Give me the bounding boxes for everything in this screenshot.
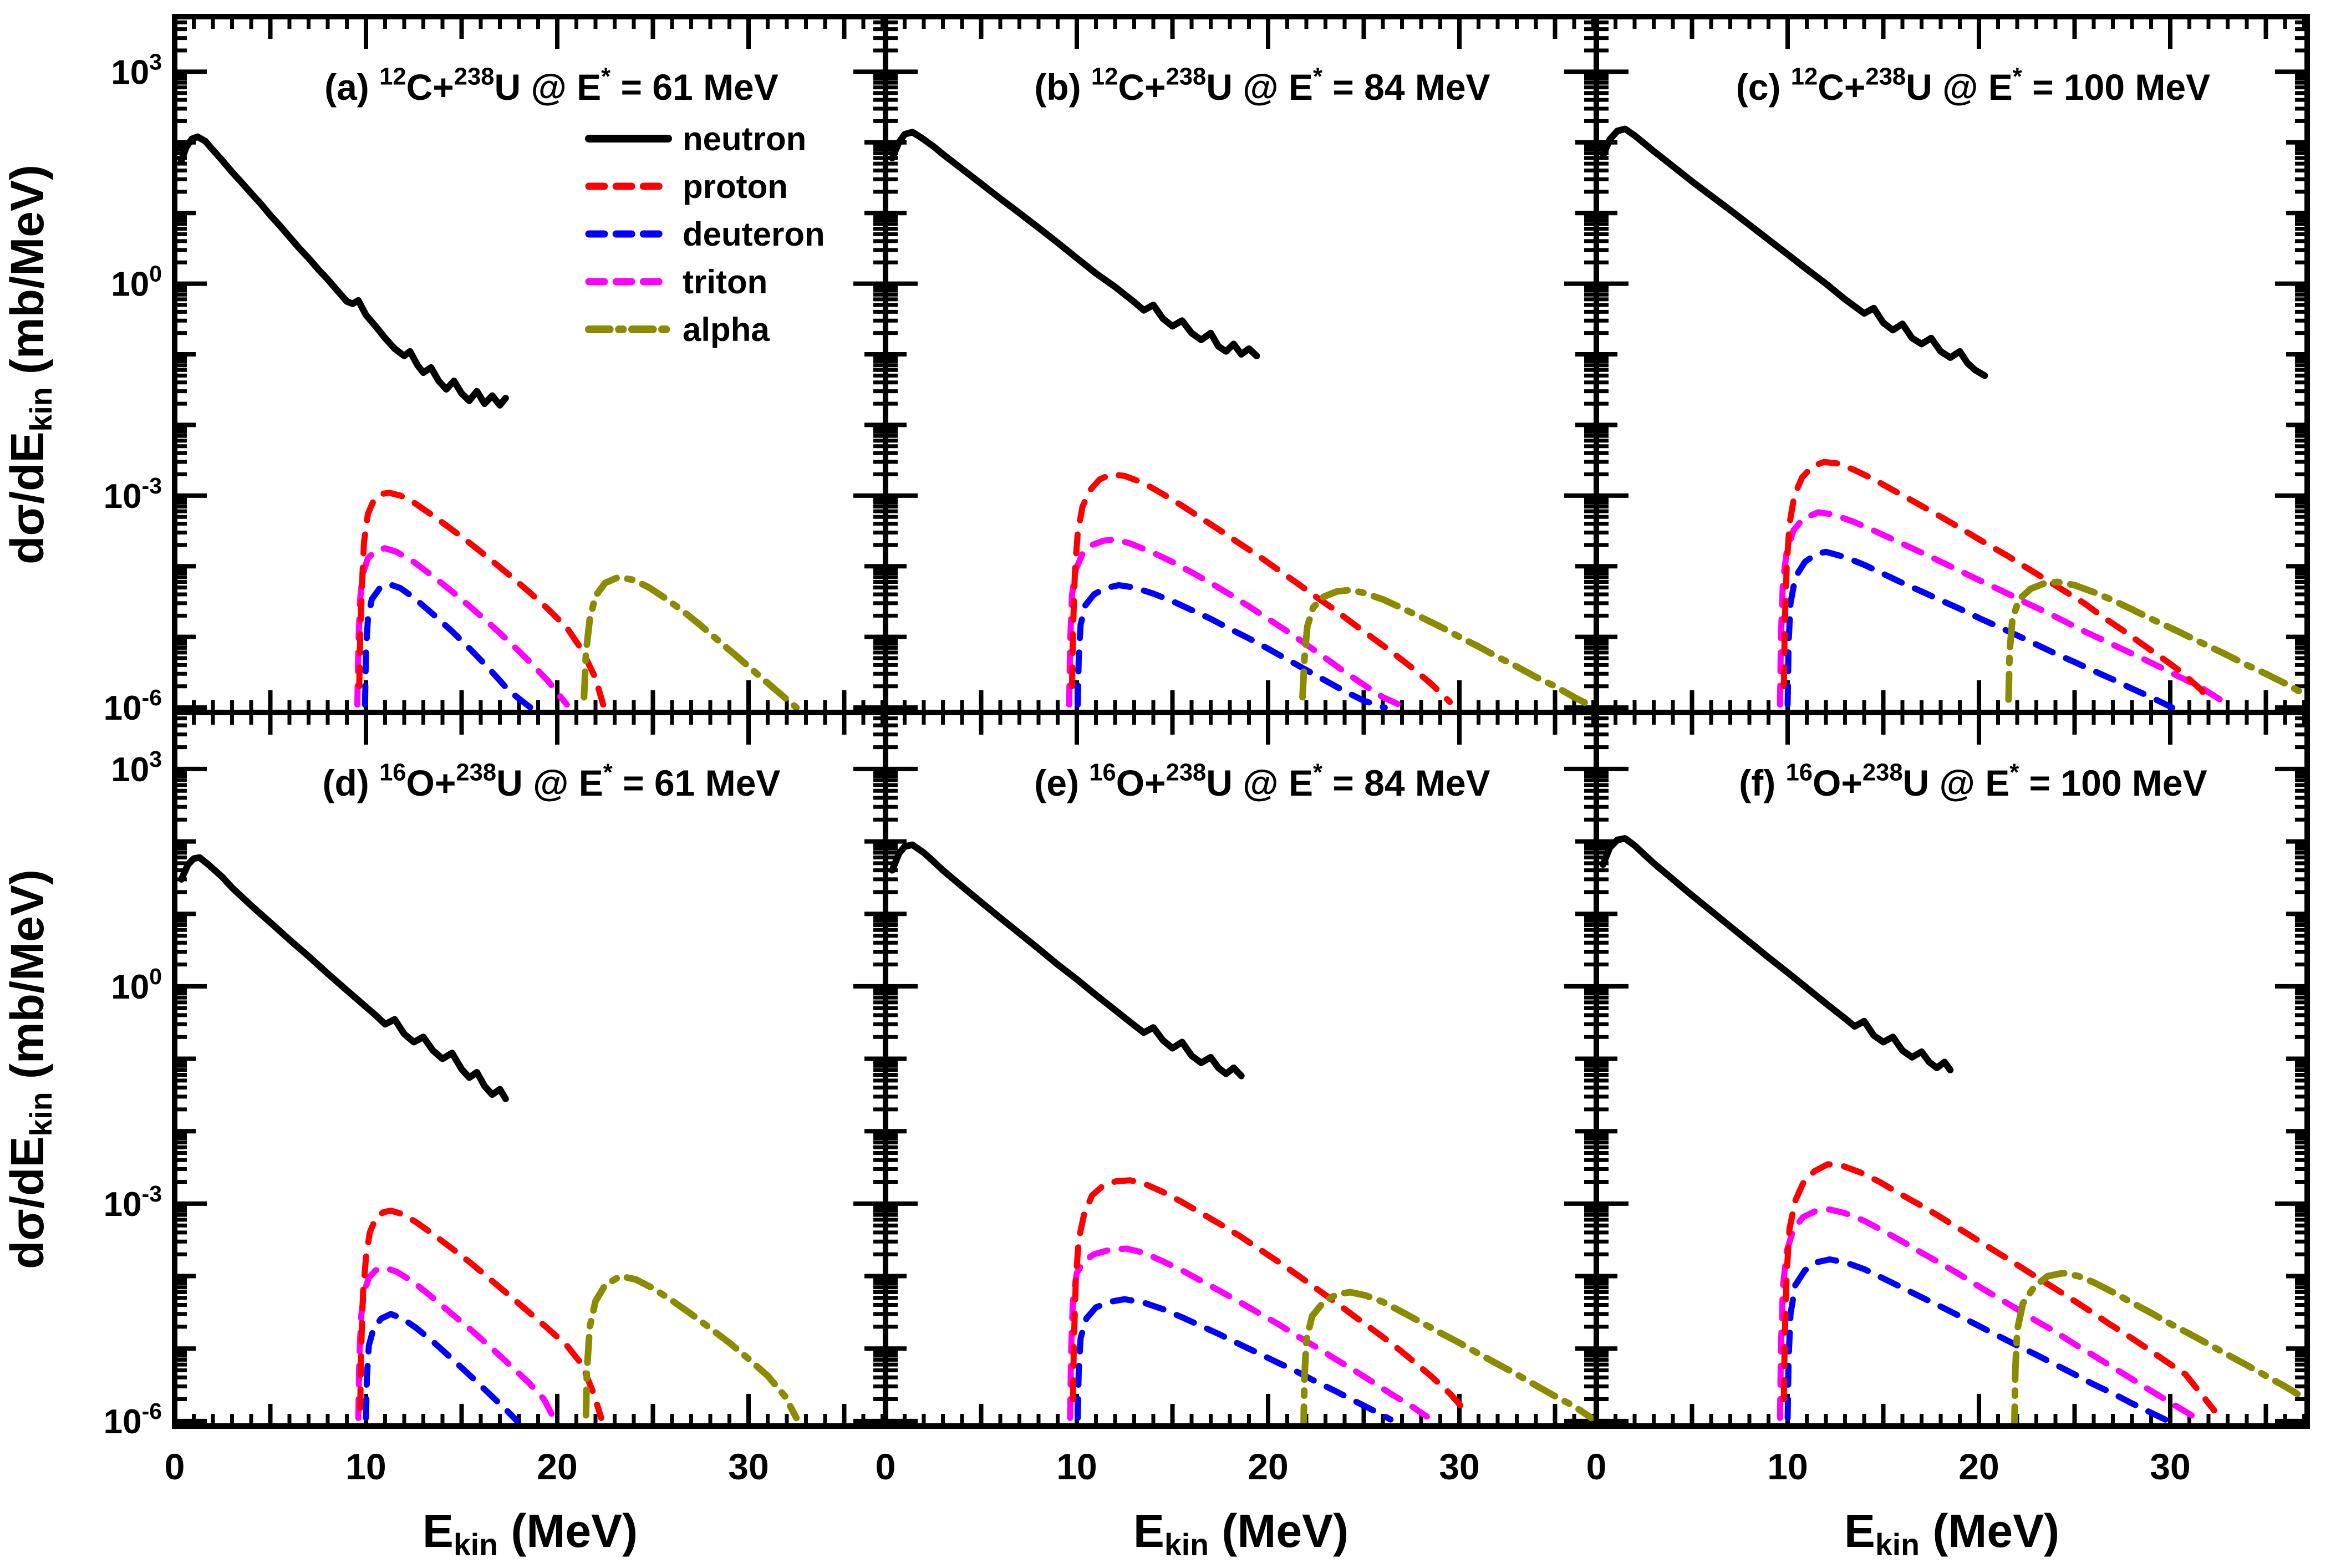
panel-b-y-ticks	[886, 14, 1596, 713]
panel-f-curve-alpha	[2011, 1270, 2307, 1426]
panel-c: (c) 12C+238U @ E* = 100 MeV	[1594, 14, 2310, 715]
y-tick-label-10e-6: 10-6	[104, 1398, 162, 1441]
panel-b-curve-proton	[1068, 471, 1453, 705]
x-axis-title: Ekin (MeV)	[423, 1505, 638, 1562]
y-tick-label-10e0: 100	[111, 261, 162, 304]
legend-label-proton: proton	[683, 168, 788, 205]
panel-a-curve-alpha	[581, 574, 800, 711]
legend-label-alpha: alpha	[683, 311, 770, 348]
panel-c-series	[1600, 125, 2307, 711]
x-tick-label-30: 30	[1439, 1446, 1479, 1487]
panel-b: (b) 12C+238U @ E* = 84 MeV	[883, 14, 1599, 715]
y-tick-label-10e-3: 10-3	[104, 473, 162, 516]
x-tick-label-10: 10	[345, 1446, 386, 1487]
panel-e-curve-alpha	[1300, 1289, 1595, 1426]
panel-f: (f) 16O+238U @ E* = 100 MeV 0 10 20 30 Ekin (…	[1586, 710, 2310, 1562]
panel-c-curve-neutron	[1600, 125, 1988, 379]
y-axis-title-row1: dσ/dEkin (mb/MeV)	[1, 165, 58, 564]
panel-d-curve-alpha	[582, 1272, 800, 1422]
panel-f-curve-deuteron	[1784, 1256, 2172, 1424]
panel-f-curve-neutron	[1600, 835, 1954, 1073]
panel-b-frame	[883, 14, 1599, 715]
panel-f-x-ticks	[1614, 712, 2306, 1426]
panel-d-frame	[172, 710, 888, 1429]
x-tick-label-0: 0	[876, 1446, 896, 1487]
panel-a-curve-proton	[356, 490, 607, 708]
panel-a-series	[178, 133, 800, 711]
legend-label-deuteron: deuteron	[683, 216, 825, 253]
panel-c-title: (c) 12C+238U @ E* = 100 MeV	[1736, 63, 2210, 108]
panel-e-curve-neutron	[889, 841, 1245, 1080]
x-tick-label-30: 30	[728, 1446, 769, 1487]
panel-e-curve-deuteron	[1075, 1296, 1394, 1423]
panel-b-curve-neutron	[889, 129, 1260, 359]
panel-a-title: (a) 12C+238U @ E* = 61 MeV	[324, 63, 778, 108]
panel-c-curve-deuteron	[1784, 548, 2175, 711]
panel-d-curve-triton	[355, 1265, 558, 1424]
panel-a-curve-triton	[354, 545, 570, 708]
y-axis-title-row2: dσ/dEkin (mb/MeV)	[1, 869, 58, 1269]
panel-e-curve-triton	[1067, 1245, 1430, 1421]
x-tick-label-20: 20	[1958, 1446, 1999, 1487]
panel-f-frame	[1594, 710, 2310, 1429]
x-tick-label-20: 20	[1248, 1446, 1288, 1487]
panel-f-curve-proton	[1780, 1161, 2217, 1414]
x-axis-title: Ekin (MeV)	[1133, 1505, 1348, 1562]
legend-label-triton: triton	[683, 263, 767, 301]
x-tick-label-10: 10	[1056, 1446, 1097, 1487]
panel-c-curve-triton	[1777, 509, 2223, 708]
panel-d-x-ticks	[192, 712, 884, 1426]
panel-e: (e) 16O+238U @ E* = 84 MeV 0 10 20 30 Ekin (M…	[876, 710, 1599, 1562]
panel-b-curve-alpha	[1299, 587, 1595, 710]
panel-b-curve-deuteron	[1075, 582, 1388, 711]
x-tick-label-20: 20	[537, 1446, 577, 1487]
legend: neutron proton deuteron triton alpha	[585, 120, 825, 348]
panel-a-curve-deuteron	[362, 581, 534, 711]
y-tick-label-10e0: 100	[111, 964, 162, 1006]
panel-b-curve-triton	[1066, 536, 1409, 711]
panel-d-curve-neutron	[178, 854, 509, 1102]
panel-e-title: (e) 16O+238U @ E* = 84 MeV	[1034, 759, 1490, 803]
panel-d-y-ticks	[175, 710, 886, 1427]
x-axis-title: Ekin (MeV)	[1844, 1505, 2059, 1562]
y-tick-label-10e3: 103	[111, 49, 162, 91]
legend-label-neutron: neutron	[683, 120, 806, 157]
panel-e-y-ticks	[886, 710, 1596, 1427]
x-tick-label-10: 10	[1767, 1446, 1808, 1487]
x-tick-label-30: 30	[2150, 1446, 2190, 1487]
panel-f-curve-triton	[1777, 1206, 2204, 1424]
panel-e-curve-proton	[1070, 1177, 1470, 1416]
panel-e-series	[889, 841, 1595, 1426]
panel-d: (d) 16O+238U @ E* = 61 MeV10310010-310-6…	[104, 710, 888, 1562]
panel-c-curve-alpha	[2005, 578, 2307, 703]
x-tick-label-0: 0	[1586, 1446, 1607, 1487]
panel-b-series	[889, 129, 1595, 711]
panel-e-x-ticks	[903, 712, 1595, 1426]
panel-f-series	[1600, 835, 2307, 1426]
panel-b-x-ticks	[903, 17, 1595, 712]
y-tick-label-10e3: 103	[111, 746, 162, 789]
panel-d-title: (d) 16O+238U @ E* = 61 MeV	[322, 759, 780, 803]
panel-d-series	[178, 854, 800, 1424]
panel-e-frame	[883, 710, 1599, 1429]
y-tick-label-10e-3: 10-3	[104, 1181, 162, 1224]
panel-d-curve-deuteron	[363, 1311, 520, 1424]
x-tick-label-0: 0	[165, 1446, 185, 1487]
panel-b-title: (b) 12C+238U @ E* = 84 MeV	[1034, 63, 1490, 108]
panel-c-curve-proton	[1780, 459, 2213, 705]
panel-f-title: (f) 16O+238U @ E* = 100 MeV	[1739, 759, 2207, 803]
y-tick-label-10e-6: 10-6	[104, 685, 162, 727]
panel-a-curve-neutron	[178, 133, 509, 409]
